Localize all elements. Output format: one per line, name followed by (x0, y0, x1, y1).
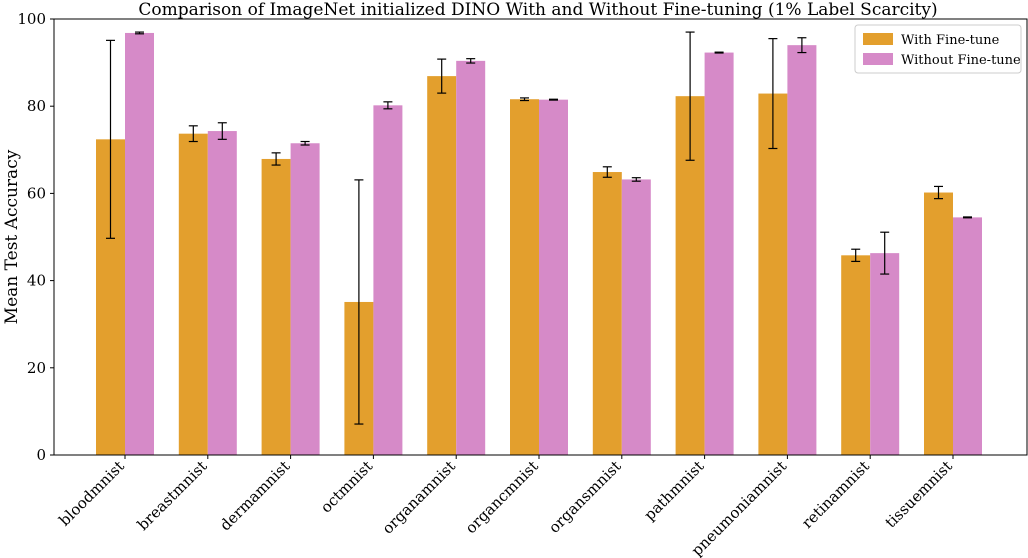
error-bars-layer (106, 31, 972, 425)
bar-octmnist-without-fine-tune (373, 105, 403, 455)
error-bar-tissuemnist-with-fine-tune (934, 185, 943, 200)
bar-dermamnist-without-fine-tune (290, 143, 320, 455)
error-bar-organsmnist-with-fine-tune (602, 166, 612, 178)
x-tick-label-bloodmnist: bloodmnist (55, 457, 127, 529)
y-tick-label: 60 (27, 184, 46, 202)
error-bar-pneumoniamnist-with-fine-tune (768, 38, 778, 150)
error-bar-dermamnist-without-fine-tune (300, 140, 310, 146)
error-bar-organamnist-with-fine-tune (437, 58, 447, 94)
error-bar-organcmnist-without-fine-tune (549, 98, 558, 101)
error-bar-bloodmnist-without-fine-tune (135, 31, 144, 35)
bar-retinamnist-without-fine-tune (870, 253, 900, 455)
error-bar-breastmnist-without-fine-tune (217, 122, 227, 140)
error-bar-breastmnist-with-fine-tune (188, 125, 198, 143)
legend-swatch-without-fine-tune (863, 53, 893, 65)
error-bar-pathmnist-with-fine-tune (685, 31, 695, 161)
error-bar-organamnist-without-fine-tune (466, 58, 476, 64)
legend-swatch-with-fine-tune (863, 33, 893, 45)
x-tick-label-dermamnist: dermamnist (216, 457, 293, 534)
bar-organamnist-without-fine-tune (456, 60, 486, 456)
error-bar-pathmnist-without-fine-tune (714, 51, 724, 54)
legend-label-with-fine-tune: With Fine-tune (901, 33, 1000, 48)
bars-layer (96, 32, 982, 456)
x-tick-label-organsmnist: organsmnist (545, 457, 625, 537)
bar-organamnist-with-fine-tune (427, 76, 457, 455)
bar-organcmnist-with-fine-tune (510, 99, 539, 455)
x-tick-label-octmnist: octmnist (317, 457, 376, 516)
error-bar-organcmnist-with-fine-tune (520, 97, 529, 102)
y-tick-label: 20 (27, 359, 46, 377)
x-tick-label-tissuemnist: tissuemnist (881, 457, 955, 531)
x-tick-label-pathmnist: pathmnist (641, 457, 708, 524)
error-bar-pneumoniamnist-without-fine-tune (797, 37, 807, 54)
bar-pneumoniamnist-without-fine-tune (787, 45, 817, 455)
error-bar-tissuemnist-without-fine-tune (963, 216, 972, 219)
bar-breastmnist-without-fine-tune (207, 131, 237, 455)
bar-dermamnist-with-fine-tune (261, 158, 291, 455)
y-tick-label: 100 (17, 10, 46, 28)
chart-title: Comparison of ImageNet initialized DINO … (138, 0, 937, 20)
bar-breastmnist-with-fine-tune (178, 133, 208, 455)
error-bar-retinamnist-with-fine-tune (851, 248, 861, 263)
bar-organcmnist-without-fine-tune (539, 99, 568, 455)
y-tick-label: 80 (27, 97, 46, 115)
x-tick-label-breastmnist: breastmnist (134, 457, 211, 534)
x-tick-label-organcmnist: organcmnist (462, 457, 542, 537)
error-bar-organsmnist-without-fine-tune (631, 177, 641, 182)
legend-box (854, 24, 1022, 74)
error-bar-dermamnist-with-fine-tune (271, 152, 281, 166)
x-tick-label-retinamnist: retinamnist (798, 457, 873, 532)
bar-pathmnist-without-fine-tune (704, 52, 734, 456)
error-bar-octmnist-with-fine-tune (354, 179, 364, 425)
bar-tissuemnist-without-fine-tune (953, 217, 982, 455)
y-tick-label: 0 (36, 446, 46, 464)
plot-frame (53, 18, 1028, 456)
bar-organsmnist-without-fine-tune (621, 179, 651, 455)
bar-tissuemnist-with-fine-tune (924, 192, 953, 455)
x-tick-label-organamnist: organamnist (379, 457, 459, 537)
legend: With Fine-tune Without Fine-tune (854, 24, 1022, 74)
y-axis-label: Mean Test Accuracy (2, 149, 22, 324)
bar-organsmnist-with-fine-tune (592, 172, 622, 455)
bar-retinamnist-with-fine-tune (841, 255, 871, 455)
legend-label-without-fine-tune: Without Fine-tune (901, 53, 1021, 68)
bar-pneumoniamnist-with-fine-tune (758, 93, 788, 455)
error-bar-retinamnist-without-fine-tune (880, 231, 890, 275)
y-tick-label: 40 (27, 272, 46, 290)
bar-bloodmnist-without-fine-tune (125, 32, 154, 456)
error-bar-bloodmnist-with-fine-tune (106, 39, 115, 239)
error-bar-octmnist-without-fine-tune (383, 101, 393, 110)
